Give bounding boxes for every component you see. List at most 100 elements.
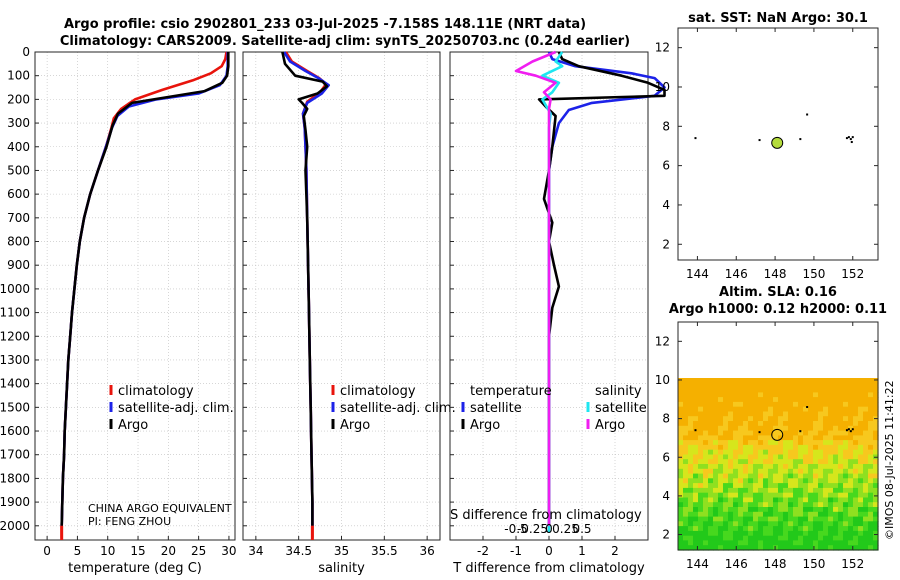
sla-cell xyxy=(868,516,874,522)
y-tick-label: 1700 xyxy=(0,448,30,462)
sla-cell xyxy=(688,516,694,522)
sla-cell xyxy=(868,487,874,494)
salinity-diff-tick-label: 0.25 xyxy=(552,522,579,536)
sla-cell xyxy=(868,473,874,479)
sla-cell xyxy=(853,464,859,470)
sla-cell xyxy=(803,516,809,522)
sla-cell xyxy=(838,444,844,451)
sla-cell xyxy=(698,511,704,518)
sla-cell xyxy=(683,540,689,546)
sla-cell xyxy=(703,444,709,451)
sla-cell xyxy=(748,397,754,403)
sla-cell xyxy=(823,444,829,451)
sla-cell xyxy=(698,492,704,499)
sla-cell xyxy=(768,502,774,508)
sla-cell xyxy=(748,502,754,508)
sla-cell xyxy=(853,435,859,441)
sla-cell xyxy=(768,411,774,417)
sla-cell xyxy=(778,392,784,398)
sla-cell xyxy=(858,382,864,389)
sla-cell xyxy=(803,468,809,475)
sla-cell xyxy=(783,397,789,403)
sla-cell xyxy=(758,526,764,532)
sla-cell xyxy=(713,382,719,389)
sla-cell xyxy=(833,378,839,384)
sla-cell xyxy=(858,487,864,494)
sla-cell xyxy=(708,497,714,503)
sla-cell xyxy=(833,454,839,460)
sla-cell xyxy=(818,483,824,489)
sla-cell xyxy=(698,516,704,522)
sla-cell xyxy=(758,382,764,389)
sla-cell xyxy=(753,468,759,475)
sla-cell xyxy=(763,473,769,479)
sla-cell xyxy=(748,378,754,384)
sla-cell xyxy=(833,516,839,522)
sla-cell xyxy=(863,530,869,537)
sla-cell xyxy=(758,516,764,522)
sla-cell xyxy=(813,459,819,465)
sla-cell xyxy=(708,478,714,484)
legend-label: Argo xyxy=(118,418,148,433)
sla-cell xyxy=(858,406,864,413)
sla-cell xyxy=(798,435,804,441)
sla-cell xyxy=(808,487,814,494)
sla-cell xyxy=(843,435,849,441)
sla-cell xyxy=(808,387,814,393)
sla-cell xyxy=(773,392,779,398)
sla-cell xyxy=(743,483,749,489)
sla-cell xyxy=(843,421,849,427)
sla-cell xyxy=(788,511,794,518)
sla-cell xyxy=(743,444,749,451)
sla-cell xyxy=(833,526,839,532)
sla-cell xyxy=(783,511,789,518)
sla-cell xyxy=(778,502,784,508)
sla-cell xyxy=(713,392,719,398)
sla-cell xyxy=(783,392,789,398)
sla-cell xyxy=(693,425,699,432)
sla-cell xyxy=(758,464,764,470)
sla-cell xyxy=(808,516,814,522)
sla-cell xyxy=(813,526,819,532)
sla-cell xyxy=(738,511,744,518)
sla-cell xyxy=(723,387,729,393)
sla-cell xyxy=(853,502,859,508)
sla-cell xyxy=(773,378,779,384)
sla-cell xyxy=(833,392,839,398)
sla-cell xyxy=(683,440,689,446)
sla-cell xyxy=(783,440,789,446)
sla-cell xyxy=(868,464,874,470)
sla-cell xyxy=(683,430,689,436)
sla-cell xyxy=(823,392,829,398)
sla-cell xyxy=(848,526,854,532)
sla-cell xyxy=(743,425,749,432)
sla-cell xyxy=(768,511,774,518)
sla-cell xyxy=(768,497,774,503)
sla-cell xyxy=(698,382,704,389)
sla-cell xyxy=(733,468,739,475)
sla-cell xyxy=(868,530,874,537)
sla-cell xyxy=(688,444,694,451)
sla-cell xyxy=(773,516,779,522)
series-line-climatology xyxy=(60,51,228,538)
sla-cell xyxy=(843,516,849,522)
sla-cell xyxy=(693,435,699,441)
sla-cell xyxy=(743,473,749,479)
sla-cell xyxy=(733,530,739,537)
sla-cell xyxy=(823,507,829,513)
sla-cell xyxy=(813,473,819,479)
sla-cell xyxy=(758,430,764,436)
sla-cell xyxy=(848,397,854,403)
sla-cell xyxy=(693,378,699,384)
sla-cell xyxy=(788,502,794,508)
sla-cell xyxy=(728,444,734,451)
sla-cell xyxy=(848,530,854,537)
sla-cell xyxy=(723,492,729,499)
sla-cell xyxy=(678,397,684,403)
sla-cell xyxy=(758,473,764,479)
sla-cell xyxy=(868,421,874,427)
sla-cell xyxy=(768,540,774,546)
sla-cell xyxy=(748,511,754,518)
sla-cell xyxy=(848,444,854,451)
sla-cell xyxy=(773,382,779,389)
